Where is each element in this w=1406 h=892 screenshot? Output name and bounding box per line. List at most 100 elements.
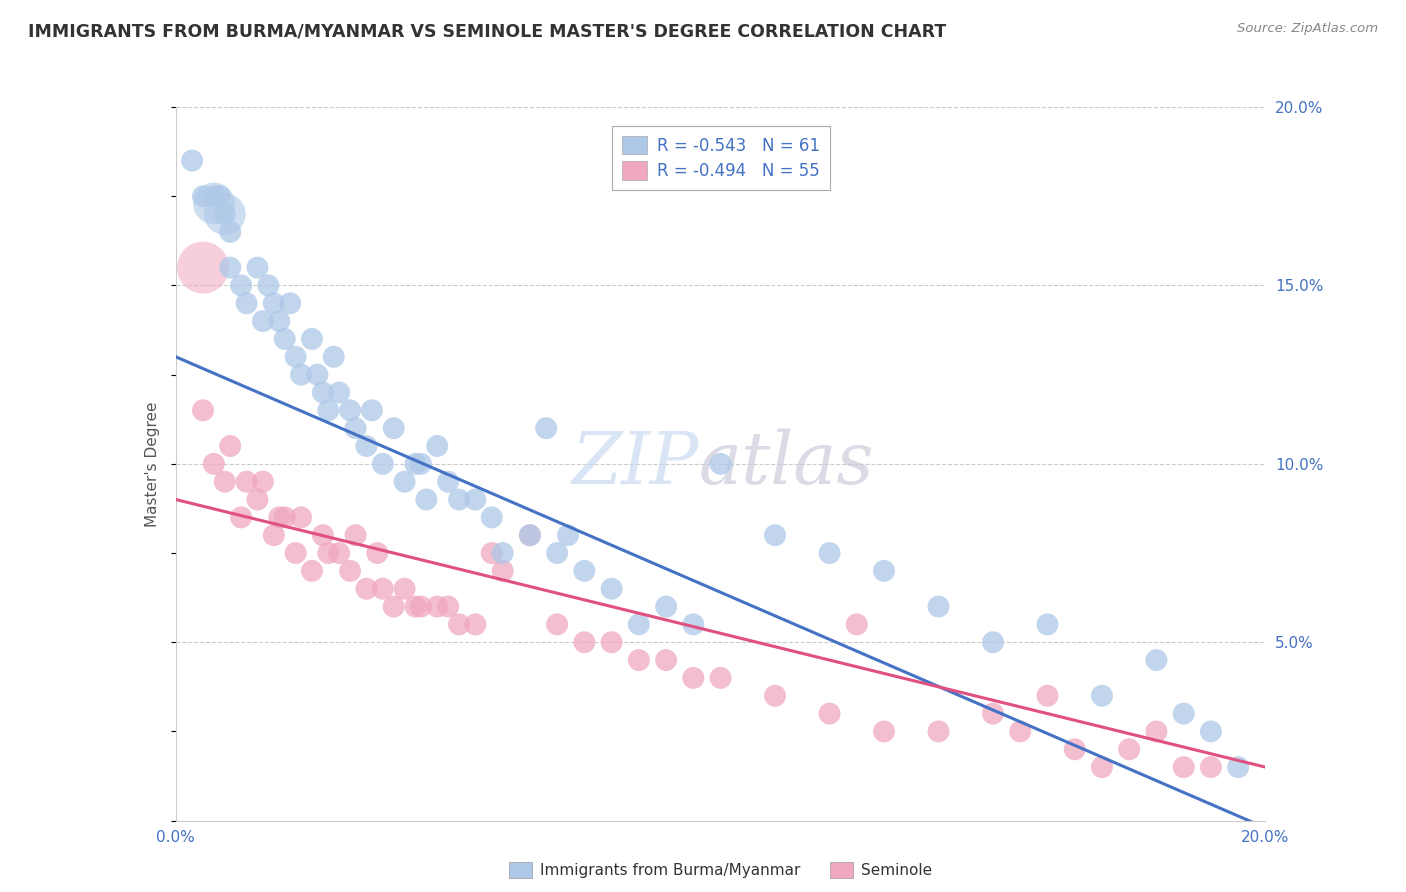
Point xyxy=(763,689,786,703)
Point xyxy=(219,439,242,453)
Point xyxy=(546,546,568,560)
Point xyxy=(191,260,214,275)
Point xyxy=(763,528,786,542)
Point xyxy=(464,617,486,632)
Point xyxy=(574,635,596,649)
Point xyxy=(464,492,486,507)
Point xyxy=(290,510,312,524)
Point xyxy=(202,196,225,211)
Point xyxy=(191,403,214,417)
Point xyxy=(312,385,335,400)
Point xyxy=(301,564,323,578)
Text: IMMIGRANTS FROM BURMA/MYANMAR VS SEMINOLE MASTER'S DEGREE CORRELATION CHART: IMMIGRANTS FROM BURMA/MYANMAR VS SEMINOL… xyxy=(28,22,946,40)
Point xyxy=(284,350,307,364)
Point xyxy=(1173,706,1195,721)
Point xyxy=(546,617,568,632)
Point xyxy=(928,599,950,614)
Point xyxy=(981,706,1004,721)
Point xyxy=(274,510,297,524)
Point xyxy=(235,475,257,489)
Point xyxy=(307,368,329,382)
Point xyxy=(344,528,367,542)
Point xyxy=(318,546,340,560)
Point xyxy=(191,189,214,203)
Point xyxy=(492,564,515,578)
Point xyxy=(492,546,515,560)
Point xyxy=(231,510,253,524)
Text: ZIP: ZIP xyxy=(571,428,699,500)
Point xyxy=(371,582,394,596)
Point xyxy=(235,296,257,310)
Point xyxy=(1144,653,1167,667)
Point xyxy=(1144,724,1167,739)
Point xyxy=(290,368,312,382)
Point xyxy=(246,492,269,507)
Point xyxy=(263,528,285,542)
Point xyxy=(981,635,1004,649)
Point xyxy=(219,260,242,275)
Point xyxy=(1091,689,1114,703)
Point xyxy=(219,225,242,239)
Point xyxy=(710,671,733,685)
Legend: Immigrants from Burma/Myanmar, Seminole: Immigrants from Burma/Myanmar, Seminole xyxy=(503,855,938,884)
Point xyxy=(382,599,405,614)
Point xyxy=(202,457,225,471)
Point xyxy=(873,564,896,578)
Point xyxy=(405,599,427,614)
Point xyxy=(394,475,416,489)
Point xyxy=(600,635,623,649)
Text: Source: ZipAtlas.com: Source: ZipAtlas.com xyxy=(1237,22,1378,36)
Point xyxy=(360,403,382,417)
Point xyxy=(519,528,541,542)
Point xyxy=(269,510,291,524)
Point xyxy=(371,457,394,471)
Point xyxy=(181,153,204,168)
Point xyxy=(481,546,503,560)
Point xyxy=(437,599,460,614)
Point xyxy=(710,457,733,471)
Point xyxy=(1010,724,1032,739)
Point xyxy=(481,510,503,524)
Point xyxy=(1199,724,1222,739)
Point xyxy=(682,617,704,632)
Point xyxy=(356,439,378,453)
Point xyxy=(382,421,405,435)
Point xyxy=(1118,742,1140,756)
Text: atlas: atlas xyxy=(699,428,875,500)
Point xyxy=(1091,760,1114,774)
Point xyxy=(519,528,541,542)
Point xyxy=(1227,760,1250,774)
Point xyxy=(318,403,340,417)
Point xyxy=(574,564,596,578)
Point xyxy=(252,314,274,328)
Point xyxy=(600,582,623,596)
Y-axis label: Master's Degree: Master's Degree xyxy=(145,401,160,526)
Point xyxy=(655,599,678,614)
Point xyxy=(655,653,678,667)
Point xyxy=(627,653,650,667)
Point xyxy=(682,671,704,685)
Point xyxy=(322,350,344,364)
Point xyxy=(409,599,432,614)
Point xyxy=(873,724,896,739)
Point xyxy=(202,189,225,203)
Point xyxy=(426,599,449,614)
Point xyxy=(252,475,274,489)
Point xyxy=(246,260,269,275)
Point xyxy=(328,385,350,400)
Point xyxy=(415,492,437,507)
Point xyxy=(301,332,323,346)
Point xyxy=(312,528,335,542)
Point xyxy=(557,528,579,542)
Point xyxy=(437,475,460,489)
Point xyxy=(284,546,307,560)
Point xyxy=(1036,617,1059,632)
Point xyxy=(257,278,280,293)
Point xyxy=(818,546,841,560)
Point xyxy=(274,332,297,346)
Point xyxy=(394,582,416,596)
Point xyxy=(208,189,231,203)
Point xyxy=(409,457,432,471)
Point xyxy=(1063,742,1085,756)
Point xyxy=(214,207,236,221)
